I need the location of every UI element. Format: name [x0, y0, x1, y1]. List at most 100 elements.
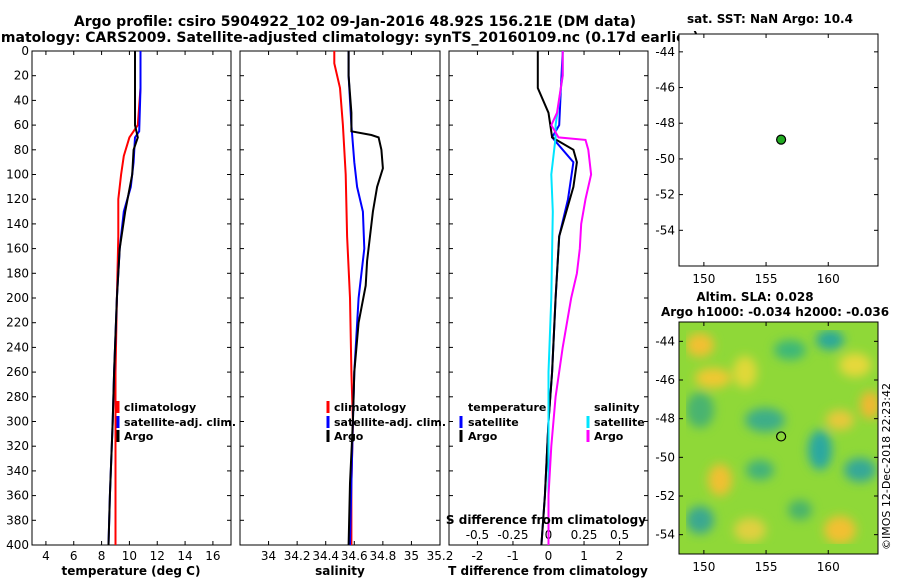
t-difference-tick-label: -2	[471, 549, 483, 563]
depth-tick-label: 400	[6, 538, 29, 552]
sla-blobs	[686, 330, 878, 544]
depth-tick-label: 40	[14, 93, 29, 107]
temperature-series-argo	[107, 51, 139, 546]
s-difference-xlabel: S difference from climatology	[446, 513, 646, 527]
temperature-legend: climatology satellite-adj. clim. Argo	[116, 401, 236, 443]
map-y-tick-label: -52	[655, 489, 675, 503]
s-difference-tick-label: 0.5	[610, 528, 629, 542]
temperature-xlabel: temperature (deg C)	[62, 564, 201, 578]
t-difference-tick-label: -1	[507, 549, 519, 563]
sst-map: 150 155 160 -44 -46 -48 -50 -52 -54	[655, 34, 878, 286]
salinity-xlabel: salinity	[315, 564, 365, 578]
depth-tick-label: 240	[6, 340, 29, 354]
legend-label-s-satellite: satellite	[594, 416, 645, 429]
sla-heatmap	[679, 322, 878, 554]
argo-float-location	[776, 134, 787, 145]
map-y-tick-label: -54	[655, 223, 675, 237]
salinity-legend: climatology satellite-adj. clim. Argo	[326, 401, 446, 443]
map-y-tick-label: -48	[655, 412, 675, 426]
difference-series-salinity-argo	[547, 51, 593, 545]
map-x-tick-label: 155	[755, 272, 778, 286]
t-difference-tick-label: 0	[545, 549, 553, 563]
depth-tick-label: 260	[6, 365, 29, 379]
sst-map-title: sat. SST: NaN Argo: 10.4	[687, 12, 853, 26]
temperature-plot: 4 6 8 10 12 14 16	[42, 51, 221, 563]
map-y-tick-label: -48	[655, 116, 675, 130]
legend-label-climatology: climatology	[334, 401, 406, 414]
map-x-tick-label: 150	[692, 560, 715, 574]
depth-tick-label: 180	[6, 266, 29, 280]
salinity-tick-label: 35.2	[427, 549, 454, 563]
legend-label-t-argo: Argo	[468, 430, 498, 443]
main-title-line2: Climatology: CARS2009. Satellite-adjuste…	[0, 30, 699, 46]
salinity-tick-label: 34.8	[369, 549, 396, 563]
sla-map-frame	[678, 321, 879, 555]
depth-tick-label: 360	[6, 489, 29, 503]
s-difference-tick-label: -0.5	[466, 528, 489, 542]
salinity-tick-label: 34.2	[284, 549, 311, 563]
map-y-tick-label: -44	[655, 45, 675, 59]
salinity-panel	[239, 50, 441, 546]
difference-plot: -2 -1 0 1 2-0.5 -0.25 0 0.25 0.5	[466, 50, 629, 563]
depth-tick-label: 140	[6, 217, 29, 231]
depth-tick-label: 80	[14, 143, 29, 157]
legend-label-satellite: satellite-adj. clim.	[124, 416, 236, 429]
map-y-tick-label: -46	[655, 81, 675, 95]
temperature-panel	[31, 50, 232, 546]
temperature-series-climatology	[114, 51, 142, 545]
map-y-tick-label: -54	[655, 528, 675, 542]
salinity-plot: 34 34.2 34.4 34.6 34.8 35 35.2	[261, 51, 453, 563]
sla-map-title: Altim. SLA: 0.028	[696, 290, 813, 304]
salinity-tick-label: 35	[404, 549, 419, 563]
map-y-tick-label: -44	[655, 334, 675, 348]
depth-tick-label: 60	[14, 118, 29, 132]
depth-tick-label: 340	[6, 464, 29, 478]
salinity-series-argo	[347, 51, 384, 546]
map-x-tick-label: 160	[817, 560, 840, 574]
map-x-tick-label: 150	[692, 272, 715, 286]
temperature-tick-label: 16	[205, 549, 220, 563]
depth-tick-label: 220	[6, 316, 29, 330]
legend-label-argo: Argo	[334, 430, 364, 443]
salinity-tick-label: 34.6	[341, 549, 368, 563]
depth-axis: 0 20 40 60 80 100 120 140 160 180 200 220 240 260 280 3…	[6, 44, 648, 552]
map-y-tick-label: -46	[655, 373, 675, 387]
map-y-tick-label: -50	[655, 450, 675, 464]
depth-tick-label: 20	[14, 69, 29, 83]
map-x-tick-label: 160	[817, 272, 840, 286]
s-difference-tick-label: -0.25	[497, 528, 528, 542]
depth-tick-label: 320	[6, 439, 29, 453]
depth-tick-label: 120	[6, 192, 29, 206]
t-difference-xlabel: T difference from climatology	[448, 564, 648, 578]
legend-label-climatology: climatology	[124, 401, 196, 414]
legend-heading-temperature: temperature	[468, 401, 546, 414]
argo-float-location	[776, 431, 787, 442]
legend-heading-salinity: salinity	[594, 401, 640, 414]
legend-label-satellite: satellite-adj. clim.	[334, 416, 446, 429]
difference-legend: temperature satellite Argo salinity sate…	[459, 401, 645, 443]
salinity-tick-label: 34.4	[312, 549, 339, 563]
temperature-tick-label: 4	[42, 549, 50, 563]
s-difference-tick-label: 0.25	[571, 528, 598, 542]
map-y-tick-label: -52	[655, 188, 675, 202]
legend-label-argo: Argo	[124, 430, 154, 443]
temperature-tick-label: 10	[122, 549, 137, 563]
depth-tick-label: 160	[6, 242, 29, 256]
legend-label-s-argo: Argo	[594, 430, 624, 443]
map-x-tick-label: 155	[755, 560, 778, 574]
temperature-tick-label: 6	[70, 549, 78, 563]
sst-map-panel	[678, 33, 879, 267]
salinity-tick-label: 34	[261, 549, 276, 563]
temperature-tick-label: 12	[150, 549, 165, 563]
depth-tick-label: 200	[6, 291, 29, 305]
depth-tick-label: 0	[21, 44, 29, 58]
imos-watermark: ©IMOS 12-Dec-2018 22:23:42	[880, 383, 893, 550]
temperature-tick-label: 8	[98, 549, 106, 563]
depth-tick-label: 300	[6, 415, 29, 429]
t-difference-tick-label: 1	[580, 549, 588, 563]
depth-tick-label: 380	[6, 513, 29, 527]
depth-tick-label: 280	[6, 390, 29, 404]
map-y-tick-label: -50	[655, 152, 675, 166]
t-difference-tick-label: 2	[616, 549, 624, 563]
